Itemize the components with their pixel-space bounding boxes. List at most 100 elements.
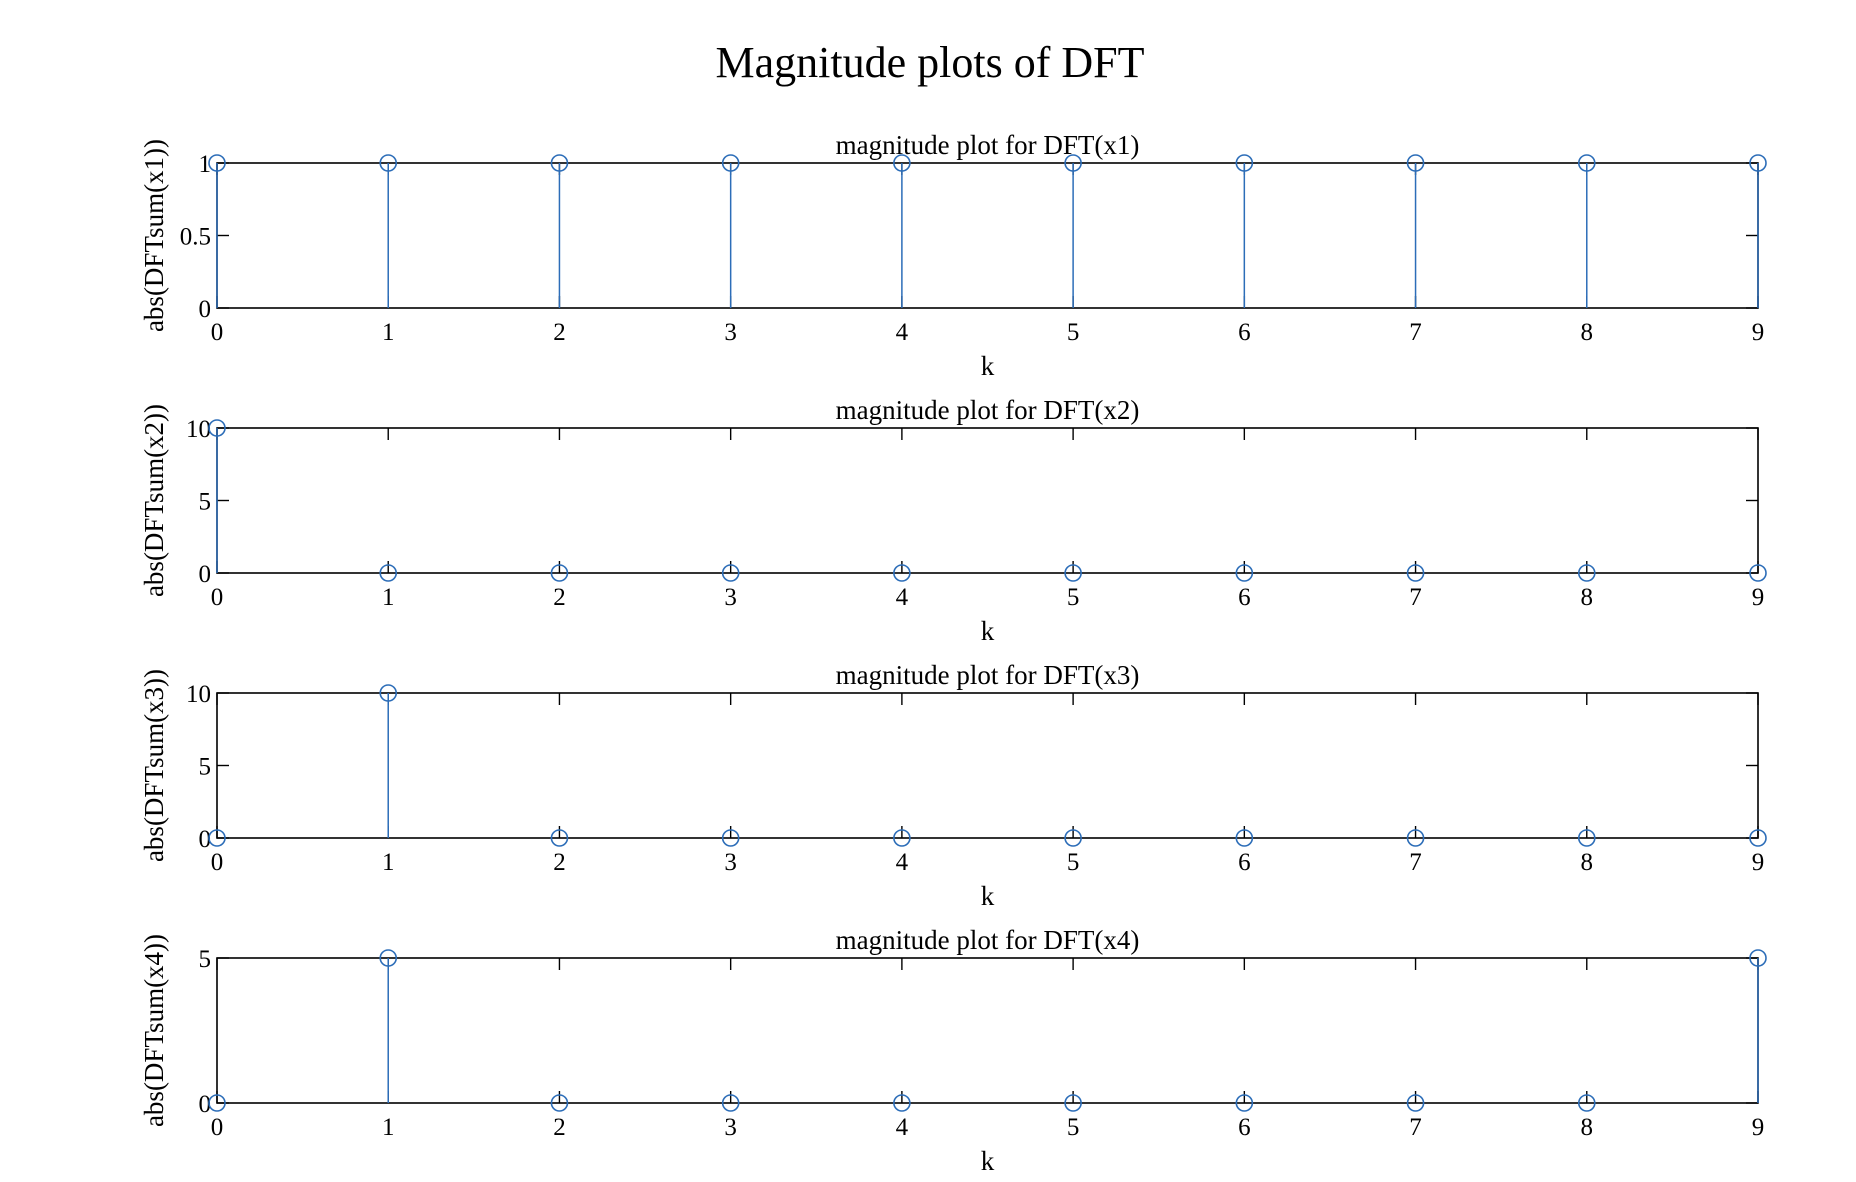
stem-marker (721, 154, 740, 172)
y-tick-label: 0 (199, 1091, 212, 1118)
y-tick-label: 5 (199, 489, 212, 516)
stem-marker (1235, 829, 1254, 847)
x-tick-label: 2 (553, 849, 566, 876)
stem-marker (1064, 1094, 1082, 1112)
subplot-1: magnitude plot for DFT(x1) 0 1 2 3 4 5 6 7 8 9 0 0.5… (139, 130, 1767, 381)
stem-marker (893, 1094, 911, 1112)
stem-marker (208, 1094, 226, 1112)
y-axis-label: abs(DFTsum(x2)) (139, 404, 169, 597)
stem-marker (379, 684, 398, 702)
x-axis-label: k (981, 351, 995, 381)
x-tick-label: 5 (1067, 584, 1080, 611)
subplot-title: magnitude plot for DFT(x3) (836, 660, 1140, 690)
stem-marker (1749, 564, 1767, 582)
x-axis-label: k (981, 616, 995, 646)
stem-marker (1406, 154, 1425, 172)
x-tick-label: 8 (1581, 1114, 1594, 1141)
stem-marker (208, 829, 226, 847)
x-tick-label: 9 (1752, 319, 1765, 346)
stem-marker (721, 829, 740, 847)
x-tick-label: 7 (1409, 584, 1422, 611)
stem-marker (1577, 829, 1596, 847)
y-tick-label: 0.5 (180, 224, 211, 251)
x-tick-label: 4 (896, 849, 909, 876)
y-tick-label: 0 (199, 561, 212, 588)
stem-marker (721, 1094, 740, 1112)
x-tick-label: 7 (1409, 319, 1422, 346)
x-tick-label: 0 (211, 1114, 224, 1141)
stem-marker (1577, 154, 1596, 172)
x-tick-label: 9 (1752, 849, 1765, 876)
x-tick-label: 5 (1067, 1114, 1080, 1141)
x-tick-label: 2 (553, 319, 566, 346)
x-axis-label: k (981, 1146, 995, 1176)
x-tick-label: 4 (896, 319, 909, 346)
x-tick-label: 6 (1238, 849, 1251, 876)
stem-marker (208, 154, 226, 172)
x-tick-label: 6 (1238, 584, 1251, 611)
stem-marker (1064, 154, 1082, 172)
x-tick-label: 0 (211, 584, 224, 611)
stem-marker (550, 154, 569, 172)
subplot-2: magnitude plot for DFT(x2) 0 1 2 3 4 5 6 7 8 9 0 5 10… (139, 395, 1767, 646)
subplot-title: magnitude plot for DFT(x4) (836, 925, 1140, 955)
stem-marker (1064, 564, 1082, 582)
stem-marker (379, 564, 398, 582)
x-tick-label: 1 (382, 584, 395, 611)
stem-marker (379, 949, 398, 967)
x-tick-label: 7 (1409, 1114, 1422, 1141)
x-tick-label: 2 (553, 1114, 566, 1141)
y-tick-label: 0 (199, 826, 212, 853)
x-tick-label: 2 (553, 584, 566, 611)
stem-marker (1577, 1094, 1596, 1112)
x-tick-label: 0 (211, 319, 224, 346)
stem-marker (1749, 154, 1767, 172)
x-tick-label: 5 (1067, 849, 1080, 876)
stem-marker (893, 154, 911, 172)
y-tick-label: 0 (199, 296, 212, 323)
x-tick-label: 9 (1752, 584, 1765, 611)
subplot-3: magnitude plot for DFT(x3) 0 1 2 3 4 5 6 7 8 9 0 5 10… (139, 660, 1767, 911)
stem-marker (1235, 564, 1254, 582)
figure-suptitle: Magnitude plots of DFT (716, 38, 1145, 87)
x-tick-label: 1 (382, 1114, 395, 1141)
subplot-4: magnitude plot for DFT(x4) 0 1 2 3 4 5 6 7 8 9 0 5 k a… (139, 925, 1767, 1176)
stem-marker (550, 829, 569, 847)
x-tick-label: 0 (211, 849, 224, 876)
x-tick-label: 7 (1409, 849, 1422, 876)
stem-marker (1235, 1094, 1254, 1112)
x-tick-label: 6 (1238, 319, 1251, 346)
y-tick-label: 10 (186, 416, 211, 443)
y-tick-label: 5 (199, 754, 212, 781)
x-tick-label: 3 (724, 584, 737, 611)
x-tick-label: 3 (724, 849, 737, 876)
y-axis-label: abs(DFTsum(x1)) (139, 139, 169, 332)
subplots-container: magnitude plot for DFT(x1) 0 1 2 3 4 5 6 7 8 9 0 0.5… (139, 130, 1767, 1176)
x-tick-label: 8 (1581, 319, 1594, 346)
stem-marker (893, 829, 911, 847)
subplot-title: magnitude plot for DFT(x2) (836, 395, 1140, 425)
x-tick-label: 8 (1581, 584, 1594, 611)
stem-marker (1406, 1094, 1425, 1112)
x-axis-label: k (981, 881, 995, 911)
stem-marker (1235, 154, 1254, 172)
y-axis-label: abs(DFTsum(x3)) (139, 669, 169, 862)
x-tick-label: 5 (1067, 319, 1080, 346)
stem-marker (1406, 564, 1425, 582)
stem-marker (1064, 829, 1082, 847)
x-tick-label: 1 (382, 849, 395, 876)
x-tick-label: 6 (1238, 1114, 1251, 1141)
x-tick-label: 1 (382, 319, 395, 346)
stem-marker (893, 564, 911, 582)
y-tick-label: 1 (199, 151, 212, 178)
stem-marker (379, 154, 398, 172)
stem-marker (1406, 829, 1425, 847)
x-tick-label: 4 (896, 1114, 909, 1141)
stem-marker (1749, 949, 1767, 967)
stem-marker (208, 419, 226, 437)
x-tick-label: 4 (896, 584, 909, 611)
x-tick-label: 3 (724, 1114, 737, 1141)
x-tick-label: 8 (1581, 849, 1594, 876)
x-tick-label: 3 (724, 319, 737, 346)
